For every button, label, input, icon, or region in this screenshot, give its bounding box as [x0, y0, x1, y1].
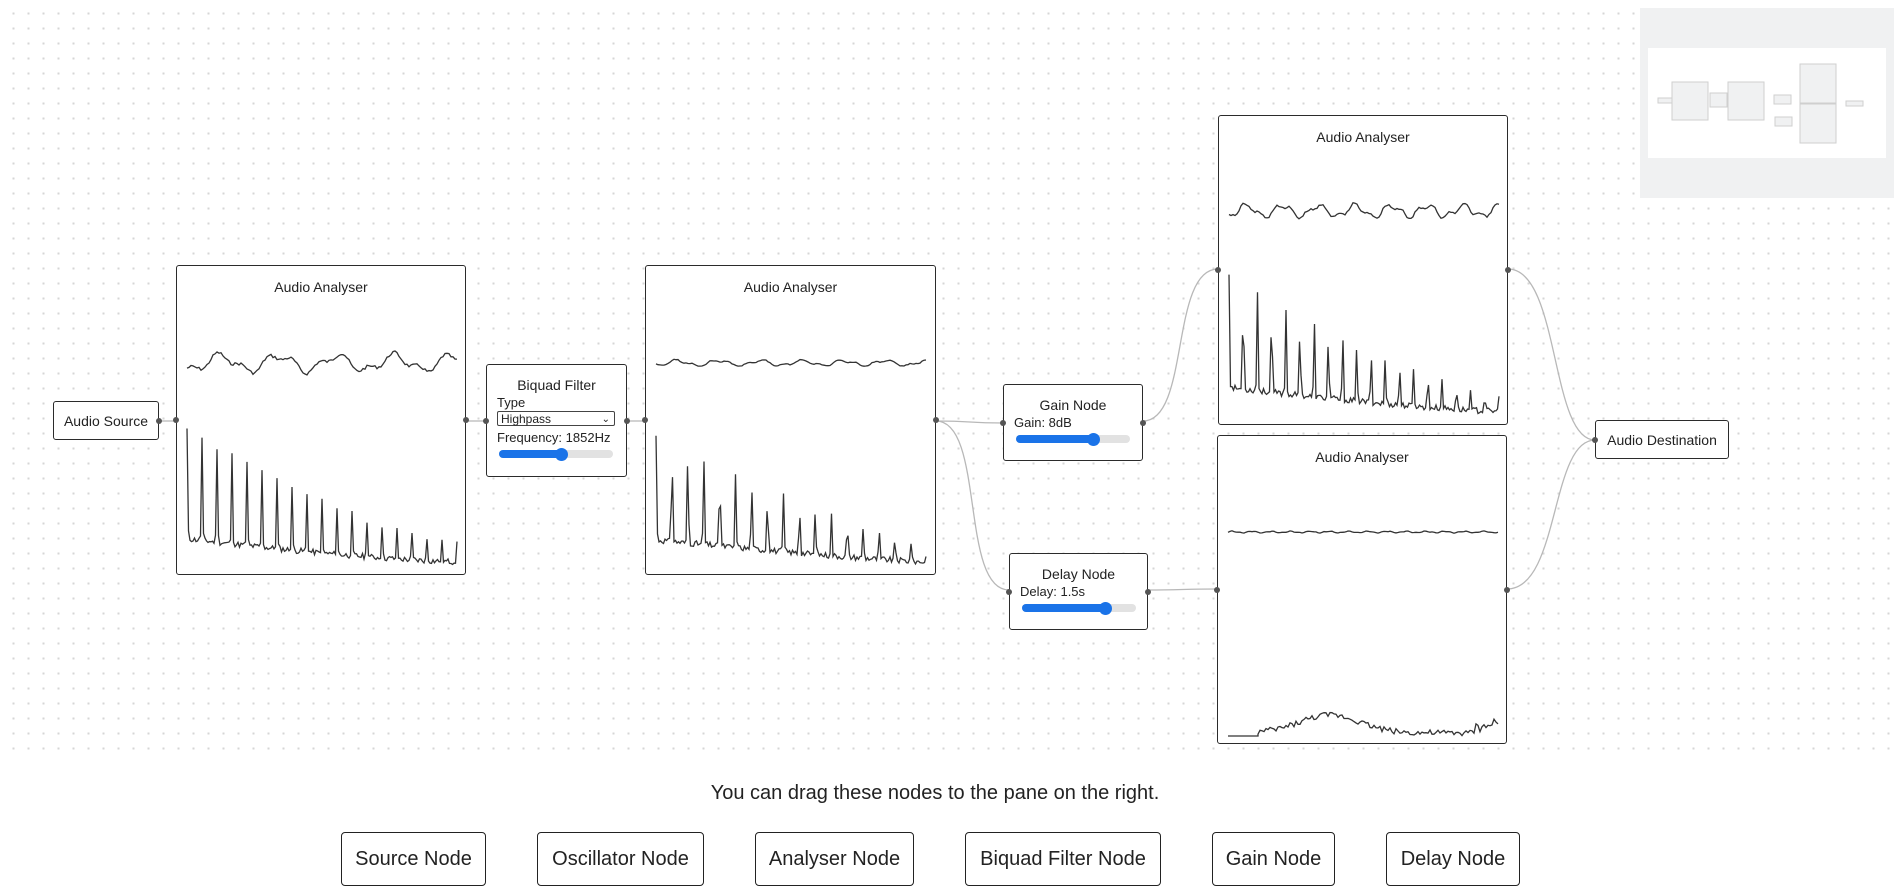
edge-analyser4-destination	[1506, 439, 1596, 590]
signal-trace	[186, 350, 457, 376]
minimap-node	[1845, 100, 1864, 107]
waveform-graph	[186, 350, 458, 566]
minimap[interactable]	[1640, 8, 1894, 198]
output-handle[interactable]	[463, 417, 469, 423]
minimap-node	[1799, 63, 1837, 104]
minimap-node	[1727, 81, 1765, 121]
chevron-down-icon: ⌄	[601, 414, 610, 425]
audio-analyser-node[interactable]: Audio Analyser	[642, 265, 939, 575]
slider-fill	[1022, 604, 1106, 612]
input-handle[interactable]	[1000, 419, 1006, 426]
output-handle[interactable]	[933, 417, 939, 423]
input-handle[interactable]	[173, 417, 179, 423]
input-handle[interactable]	[1215, 267, 1221, 273]
filter-type-select[interactable]: Highpass ⌄	[497, 411, 615, 426]
gain-node-button[interactable]: Gain Node	[1212, 832, 1335, 886]
biquad-filter-node-button[interactable]: Biquad Filter Node	[965, 832, 1161, 886]
minimap-node	[1657, 97, 1673, 104]
minimap-graphic	[1648, 48, 1886, 158]
node-title: Audio Analyser	[1315, 449, 1409, 465]
palette-hint: You can drag these nodes to the pane on …	[710, 782, 1160, 804]
node-title: Biquad Filter	[517, 377, 596, 393]
edge-analyser3-destination	[1507, 268, 1596, 441]
audio-source-node[interactable]: Audio Source	[53, 401, 162, 440]
output-handle[interactable]	[624, 417, 630, 424]
signal-trace	[1228, 274, 1500, 415]
oscillator-node-button[interactable]: Oscillator Node	[537, 832, 704, 886]
source-node-button[interactable]: Source Node	[341, 832, 486, 886]
gain-slider[interactable]	[1016, 432, 1130, 446]
type-label: Type	[497, 395, 526, 410]
slider-fill	[1016, 435, 1094, 443]
delay-node-button[interactable]: Delay Node	[1386, 832, 1520, 886]
output-handle[interactable]	[1504, 587, 1510, 593]
output-handle[interactable]	[1505, 267, 1511, 273]
edge-delay-analyser4	[1147, 588, 1218, 591]
frequency-label: Frequency: 1852Hz	[497, 430, 611, 445]
gain-label: Gain: 8dB	[1014, 415, 1072, 430]
input-handle[interactable]	[1214, 587, 1220, 593]
delay-slider[interactable]	[1022, 601, 1136, 615]
signal-trace	[1228, 201, 1500, 220]
edge-analyser2-gain	[935, 420, 1004, 424]
gain-node[interactable]: Gain Node Gain: 8dB	[1000, 384, 1146, 461]
signal-trace	[186, 428, 458, 566]
delay-label: Delay: 1.5s	[1020, 584, 1086, 599]
slider-fill	[499, 450, 562, 458]
signal-trace	[1227, 530, 1499, 534]
delay-node[interactable]: Delay Node Delay: 1.5s	[1006, 553, 1151, 630]
signal-trace	[655, 435, 927, 566]
signal-trace	[1228, 711, 1499, 737]
frequency-slider[interactable]	[499, 447, 613, 461]
minimap-node	[1709, 92, 1728, 108]
node-title: Audio Analyser	[274, 279, 368, 295]
audio-analyser-node[interactable]: Audio Analyser	[1215, 115, 1511, 425]
node-title: Gain Node	[1039, 397, 1107, 413]
input-handle[interactable]	[642, 417, 648, 423]
biquad-filter-node[interactable]: Biquad Filter Type Highpass ⌄ Frequency:…	[483, 364, 630, 477]
output-handle[interactable]	[1140, 419, 1146, 426]
node-title: Audio Analyser	[1316, 129, 1410, 145]
audio-destination-node[interactable]: Audio Destination	[1592, 420, 1729, 459]
node-title: Audio Analyser	[743, 279, 838, 295]
edges-layer	[159, 268, 1596, 591]
node-title: Audio Source	[63, 412, 149, 429]
input-handle[interactable]	[483, 417, 489, 424]
edge-gain-analyser3	[1142, 268, 1219, 422]
flow-canvas[interactable]: Audio Source Audio Analyser Biquad Filte…	[0, 0, 1898, 760]
waveform-graph	[1228, 201, 1500, 415]
input-handle[interactable]	[1592, 436, 1598, 443]
audio-analyser-node[interactable]: Audio Analyser	[173, 265, 469, 575]
analyser-node-button[interactable]: Analyser Node	[755, 832, 914, 886]
output-handle[interactable]	[1145, 588, 1151, 595]
node-title: Audio Destination	[1607, 431, 1717, 448]
slider-thumb[interactable]	[555, 447, 569, 461]
output-handle[interactable]	[156, 417, 162, 424]
minimap-node	[1671, 81, 1709, 121]
node-palette: You can drag these nodes to the pane on …	[0, 760, 1898, 894]
node-title: Delay Node	[1041, 566, 1116, 582]
minimap-node	[1774, 116, 1793, 127]
slider-thumb[interactable]	[1087, 432, 1101, 446]
waveform-graph	[1227, 530, 1499, 737]
waveform-graph	[655, 358, 927, 566]
filter-type-value: Highpass	[501, 412, 552, 426]
minimap-node	[1799, 103, 1837, 144]
slider-thumb[interactable]	[1098, 601, 1112, 615]
input-handle[interactable]	[1006, 588, 1012, 595]
edge-analyser2-delay	[935, 420, 1010, 591]
minimap-node	[1773, 94, 1792, 105]
audio-analyser-node[interactable]: Audio Analyser	[1214, 435, 1510, 744]
signal-trace	[655, 358, 927, 367]
